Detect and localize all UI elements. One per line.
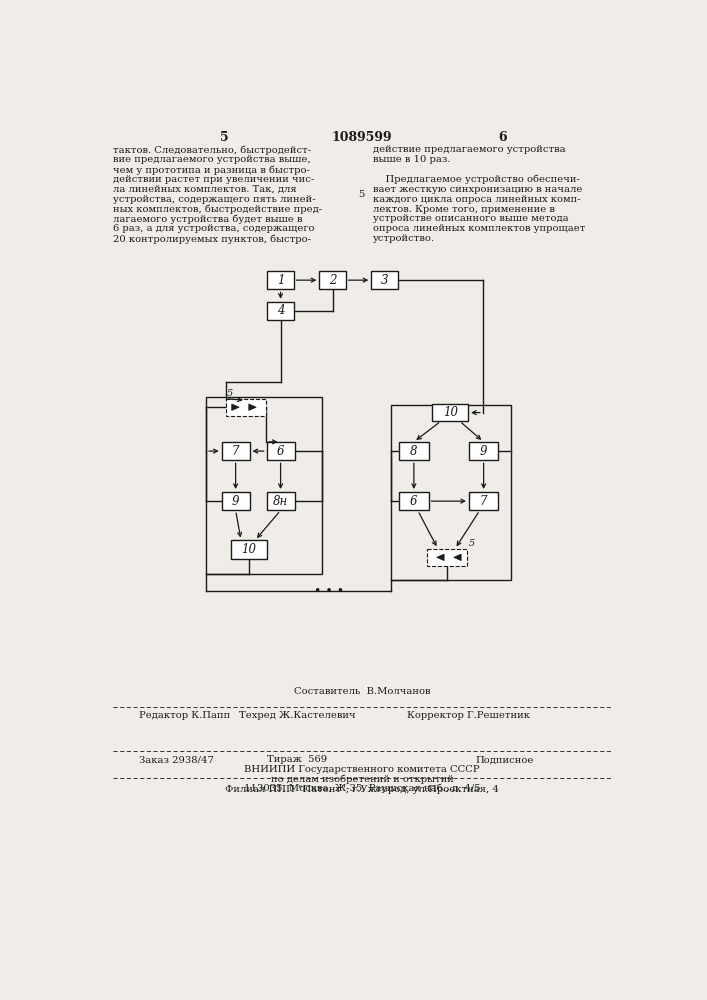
Text: 113035, Москва, Ж-35, Раушская наб., д. 4/5: 113035, Москва, Ж-35, Раушская наб., д. … [244, 784, 480, 793]
Text: лагаемого устройства будет выше в: лагаемого устройства будет выше в [113, 214, 303, 224]
Text: вает жесткую синхронизацию в начале: вает жесткую синхронизацию в начале [373, 185, 582, 194]
Polygon shape [437, 554, 444, 561]
Bar [427, 549, 467, 566]
Bar [267, 492, 295, 510]
Text: чем у прототипа и разница в быстро-: чем у прототипа и разница в быстро- [113, 165, 310, 175]
Bar [267, 442, 295, 460]
Text: Техред Ж.Кастелевич: Техред Ж.Кастелевич [239, 711, 356, 720]
Text: вие предлагаемого устройства выше,: вие предлагаемого устройства выше, [113, 155, 311, 164]
Text: Тираж  569: Тираж 569 [267, 755, 327, 764]
Text: 6 раз, а для устройства, содержащего: 6 раз, а для устройства, содержащего [113, 224, 315, 233]
Text: 8н: 8н [273, 495, 288, 508]
Text: 10: 10 [443, 406, 458, 419]
Text: 9: 9 [480, 445, 487, 458]
Bar [267, 302, 293, 320]
Text: устройство.: устройство. [373, 234, 435, 243]
Text: ных комплектов, быстродействие пред-: ных комплектов, быстродействие пред- [113, 205, 322, 214]
Text: каждого цикла опроса линейных комп-: каждого цикла опроса линейных комп- [373, 195, 580, 204]
Polygon shape [249, 404, 256, 410]
Text: 7: 7 [232, 445, 240, 458]
Bar [222, 492, 250, 510]
Text: 20 контролируемых пунктов, быстро-: 20 контролируемых пунктов, быстро- [113, 234, 311, 244]
Text: 5: 5 [469, 539, 475, 548]
Text: опроса линейных комплектов упрощает: опроса линейных комплектов упрощает [373, 224, 585, 233]
Text: 7: 7 [480, 495, 487, 508]
Text: 4: 4 [277, 304, 284, 317]
Text: 9: 9 [232, 495, 240, 508]
Bar [267, 271, 293, 289]
Text: лектов. Кроме того, применение в: лектов. Кроме того, применение в [373, 205, 555, 214]
Text: 5: 5 [227, 389, 233, 398]
Text: Составитель  В.Молчанов: Составитель В.Молчанов [293, 687, 430, 696]
Text: ВНИИПИ Государственного комитета СССР: ВНИИПИ Государственного комитета СССР [244, 765, 480, 774]
Bar [206, 397, 322, 574]
Bar [222, 442, 250, 460]
Text: тактов. Следовательно, быстродейст-: тактов. Следовательно, быстродейст- [113, 145, 311, 155]
Text: Заказ 2938/47: Заказ 2938/47 [139, 755, 214, 764]
Text: ла линейных комплектов. Так, для: ла линейных комплектов. Так, для [113, 185, 297, 194]
Text: Корректор Г.Решетник: Корректор Г.Решетник [407, 711, 530, 720]
Text: 1089599: 1089599 [332, 131, 392, 144]
Text: 6: 6 [277, 445, 284, 458]
Text: 6: 6 [410, 495, 418, 508]
Text: 5: 5 [358, 190, 364, 199]
Bar [399, 492, 428, 510]
Text: • • •: • • • [314, 585, 344, 598]
Text: 3: 3 [380, 274, 388, 287]
Text: 2: 2 [329, 274, 337, 287]
Bar [226, 399, 266, 416]
Text: 1: 1 [277, 274, 284, 287]
Bar [469, 442, 498, 460]
Bar [320, 271, 346, 289]
Text: Предлагаемое устройство обеспечи-: Предлагаемое устройство обеспечи- [373, 175, 580, 184]
Text: устройстве описанного выше метода: устройстве описанного выше метода [373, 214, 568, 223]
Text: действие предлагаемого устройства: действие предлагаемого устройства [373, 145, 566, 154]
Bar [371, 271, 397, 289]
Bar [231, 540, 267, 559]
Text: Филиал ППП "Патент", г.Ужгород, ул.Проектная, 4: Филиал ППП "Патент", г.Ужгород, ул.Проек… [225, 785, 499, 794]
Bar [433, 404, 468, 421]
Polygon shape [232, 404, 239, 410]
Text: по делам изобретений и открытий: по делам изобретений и открытий [271, 774, 453, 784]
Text: 6: 6 [498, 131, 508, 144]
Text: Редактор К.Папп: Редактор К.Папп [139, 711, 230, 720]
Bar [391, 405, 510, 580]
Text: Подписное: Подписное [476, 755, 534, 764]
Text: устройства, содержащего пять линей-: устройства, содержащего пять линей- [113, 195, 316, 204]
Bar [399, 442, 428, 460]
Bar [469, 492, 498, 510]
Text: 10: 10 [241, 543, 257, 556]
Text: выше в 10 раз.: выше в 10 раз. [373, 155, 450, 164]
Text: 8: 8 [410, 445, 418, 458]
Text: действии растет при увеличении чис-: действии растет при увеличении чис- [113, 175, 315, 184]
Polygon shape [454, 554, 461, 561]
Text: 5: 5 [220, 131, 228, 144]
